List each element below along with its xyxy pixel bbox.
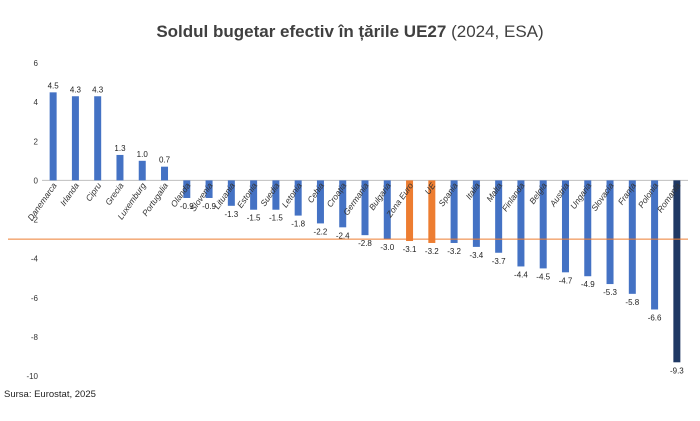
value-label: -1.5 bbox=[247, 214, 261, 223]
value-label: -4.7 bbox=[559, 276, 573, 285]
value-label: 4.3 bbox=[92, 85, 104, 94]
value-label: -1.3 bbox=[224, 210, 238, 219]
value-label: -4.4 bbox=[514, 270, 528, 279]
y-tick-label: -4 bbox=[31, 255, 39, 264]
value-label: -5.8 bbox=[625, 298, 639, 307]
bar bbox=[183, 180, 191, 198]
bar bbox=[495, 180, 503, 253]
value-label: 4.3 bbox=[70, 85, 82, 94]
value-label: 1.3 bbox=[114, 144, 126, 153]
bar bbox=[138, 160, 146, 181]
bar bbox=[406, 180, 414, 242]
bar bbox=[94, 96, 102, 181]
bar bbox=[539, 180, 547, 269]
bar bbox=[361, 180, 369, 236]
y-tick-label: 4 bbox=[34, 98, 39, 107]
value-label: -3.1 bbox=[403, 245, 417, 254]
bar bbox=[316, 180, 324, 224]
value-label: -3.2 bbox=[447, 247, 461, 256]
chart-title: Soldul bugetar efectiv în țările UE27 (2… bbox=[0, 22, 700, 42]
y-tick-label: 0 bbox=[34, 176, 39, 185]
bar bbox=[272, 180, 280, 210]
value-label: -5.3 bbox=[603, 288, 617, 297]
value-label: -3.0 bbox=[380, 243, 394, 252]
value-label: -3.2 bbox=[425, 247, 439, 256]
value-label: -4.9 bbox=[581, 280, 595, 289]
bar bbox=[339, 180, 347, 228]
value-label: -0.9 bbox=[202, 202, 216, 211]
value-label: -2.4 bbox=[336, 231, 350, 240]
value-label: -4.5 bbox=[536, 272, 550, 281]
bar bbox=[584, 180, 592, 277]
value-label: 4.5 bbox=[48, 81, 60, 90]
bar bbox=[517, 180, 525, 267]
bar bbox=[428, 180, 436, 243]
bar bbox=[673, 180, 681, 363]
value-label: -6.6 bbox=[648, 313, 662, 322]
bar bbox=[606, 180, 614, 285]
value-label: -1.8 bbox=[291, 220, 305, 229]
category-label: Danemarca bbox=[25, 181, 59, 223]
bar bbox=[49, 92, 57, 181]
bar bbox=[116, 154, 124, 181]
bar bbox=[71, 96, 79, 181]
y-tick-label: 2 bbox=[34, 137, 39, 146]
value-label: 1.0 bbox=[137, 150, 149, 159]
y-tick-label: -10 bbox=[26, 372, 38, 381]
bar bbox=[161, 166, 169, 181]
chart-title-main: Soldul bugetar efectiv în țările UE27 bbox=[156, 22, 447, 41]
value-label: -2.2 bbox=[314, 227, 328, 236]
chart-title-sub: (2024, ESA) bbox=[451, 22, 544, 41]
value-label: -0.9 bbox=[180, 202, 194, 211]
value-label: -3.7 bbox=[492, 257, 506, 266]
value-label: -1.5 bbox=[269, 214, 283, 223]
y-tick-label: 6 bbox=[34, 59, 39, 68]
bar bbox=[561, 180, 569, 273]
y-tick-label: -8 bbox=[31, 333, 39, 342]
bar bbox=[651, 180, 659, 310]
bar bbox=[227, 180, 235, 206]
category-label: UE bbox=[422, 181, 437, 197]
bar bbox=[628, 180, 636, 294]
bar bbox=[294, 180, 302, 216]
category-label: Grecia bbox=[103, 181, 126, 207]
bar bbox=[205, 180, 213, 198]
category-label: Irlanda bbox=[58, 181, 81, 208]
y-tick-label: -2 bbox=[31, 216, 39, 225]
y-tick-label: -6 bbox=[31, 294, 39, 303]
bar bbox=[472, 180, 480, 247]
category-label: Cipru bbox=[83, 181, 103, 204]
bar bbox=[383, 180, 391, 240]
value-label: 0.7 bbox=[159, 156, 171, 165]
value-label: -2.8 bbox=[358, 239, 372, 248]
value-label: -3.4 bbox=[469, 251, 483, 260]
value-label: -9.3 bbox=[670, 366, 684, 375]
source-note: Sursa: Eurostat, 2025 bbox=[4, 389, 96, 400]
bar bbox=[250, 180, 258, 210]
bar bbox=[450, 180, 458, 243]
